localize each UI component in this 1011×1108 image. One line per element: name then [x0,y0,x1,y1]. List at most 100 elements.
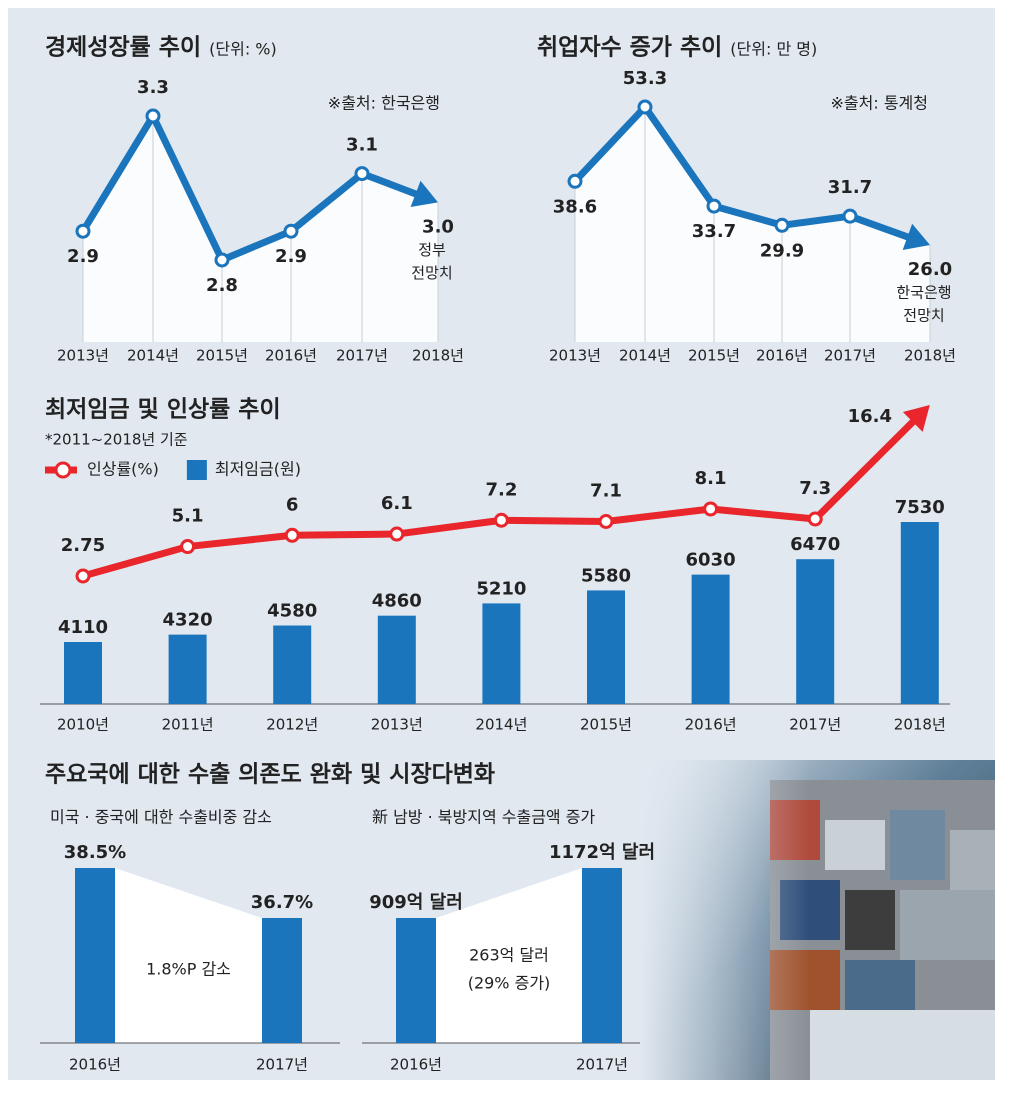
value-label: 38.6 [553,196,597,217]
point [703,501,719,517]
value-label: 5210 [476,578,526,599]
annotation: 전망치 [903,307,944,325]
photo [640,760,995,1080]
point [567,173,583,189]
legend-swatch [186,460,207,480]
x-tick-label: 2016년 [390,1056,442,1074]
x-tick-label: 2014년 [619,347,671,365]
section-title: 주요국에 대한 수출 의존도 완화 및 시장다변화 [45,762,495,788]
point [774,217,790,233]
line [572,103,911,241]
arrow-head [410,180,438,207]
annotation: 정부 [418,241,446,259]
value-label: 1172억 달러 [549,842,655,863]
value-label: 7.2 [485,479,517,500]
bar [796,559,835,704]
chart-title: 경제성장률 추이 [45,35,201,61]
point [842,208,858,224]
bar [75,868,115,1043]
annotation: 전망치 [411,264,452,282]
arrow-head [902,223,930,251]
value-label: 8.1 [695,468,727,489]
value-label: 2.9 [275,246,307,267]
point [284,527,300,543]
value-label: 2.8 [206,275,238,296]
value-label: 7.3 [799,478,831,499]
point [145,108,161,124]
point [354,166,370,182]
value-label: 38.5% [64,842,126,863]
bar [582,868,622,1043]
x-tick-label: 2015년 [580,716,632,734]
x-tick-label: 2018년 [894,716,946,734]
bar [396,918,436,1043]
point [75,568,91,584]
x-tick-label: 2017년 [336,347,388,365]
value-label: 4580 [267,601,317,622]
annotation: 한국은행 [896,284,951,302]
bar [900,522,939,704]
bar [691,574,730,704]
bar [482,603,521,704]
point [637,99,653,115]
annotation: (29% 증가) [468,974,551,993]
x-tick-label: 2014년 [475,716,527,734]
legend-point [54,461,72,479]
value-label: 6 [286,494,299,515]
x-tick-label: 2017년 [576,1056,628,1074]
point [807,511,823,527]
x-tick-label: 2016년 [69,1056,121,1074]
arrow-head [902,405,930,432]
value-label: 3.3 [137,77,169,98]
x-tick-label: 2016년 [756,347,808,365]
source: ※출처: 통계청 [831,94,928,113]
x-tick-label: 2015년 [196,347,248,365]
legend-label: 인상률(%) [87,460,159,479]
x-tick-label: 2018년 [904,347,956,365]
bar [168,634,207,704]
point [75,223,91,239]
bar [377,615,416,704]
bar [273,625,312,704]
x-tick-label: 2013년 [371,716,423,734]
point [493,512,509,528]
chart-subtitle: (단위: %) [209,40,277,59]
connector [436,868,582,1043]
legend-label: 최저임금(원) [215,460,301,479]
line [80,112,419,264]
value-label: 5580 [581,565,631,586]
x-tick-label: 2013년 [549,347,601,365]
value-label: 2.9 [67,246,99,267]
value-label: 4860 [372,591,422,612]
chart-title: 취업자수 증가 추이 [537,35,722,61]
chart-subtitle: (단위: 만 명) [730,40,817,59]
value-label: 33.7 [692,221,736,242]
x-tick-label: 2017년 [824,347,876,365]
value-label: 29.9 [760,240,804,261]
x-tick-label: 2013년 [57,347,109,365]
value-label: 6.1 [381,493,413,514]
point [180,539,196,555]
chart-title: 미국 · 중국에 대한 수출비중 감소 [50,808,272,827]
x-tick-label: 2010년 [57,716,109,734]
annotation: 1.8%P 감소 [146,960,231,979]
bar [262,918,302,1043]
chart-subtitle: *2011~2018년 기준 [45,431,188,449]
value-label: 31.7 [828,177,872,198]
annotation: 263억 달러 [469,946,549,965]
x-tick-label: 2016년 [685,716,737,734]
x-tick-label: 2017년 [789,716,841,734]
area [575,107,930,342]
value-label: 2.75 [61,535,105,556]
chart-title: 최저임금 및 인상률 추이 [45,397,281,423]
value-label: 909억 달러 [369,892,463,913]
value-label: 6470 [790,534,840,555]
source: ※출처: 한국은행 [328,94,440,113]
chart-title: 新 남방 · 북방지역 수출금액 증가 [372,808,595,827]
point [598,514,614,530]
x-tick-label: 2017년 [256,1056,308,1074]
point [283,223,299,239]
value-label: 4320 [163,610,213,631]
bar [587,590,625,704]
